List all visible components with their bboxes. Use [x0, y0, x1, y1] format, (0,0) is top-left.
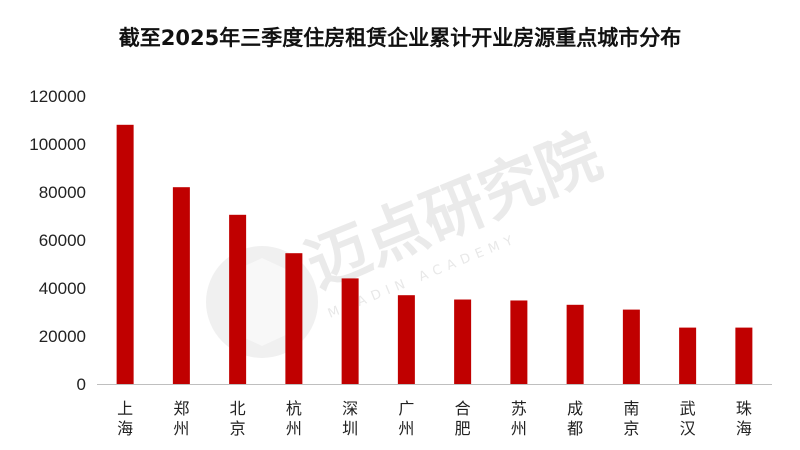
bar	[735, 327, 753, 384]
y-axis-ticks: 0 20000 40000 60000 80000 100000 120000	[29, 87, 86, 394]
y-tick-label: 120000	[29, 87, 86, 106]
bar	[341, 278, 359, 384]
x-tick-label: 南京	[623, 399, 639, 438]
chart-title: 截至2025年三季度住房租赁企业累计开业房源重点城市分布	[119, 26, 681, 50]
x-tick-label: 苏州	[511, 399, 527, 438]
x-tick-label: 武汉	[680, 399, 696, 438]
x-tick-label: 北京	[230, 399, 246, 438]
bar	[510, 300, 528, 384]
x-tick-label: 郑州	[173, 399, 189, 438]
x-tick-label: 杭州	[286, 399, 302, 438]
x-tick-label: 珠海	[736, 399, 752, 438]
x-tick-label: 成都	[567, 399, 583, 438]
y-tick-label: 40000	[39, 279, 86, 298]
bar	[172, 187, 190, 384]
bar	[454, 299, 472, 384]
bar	[566, 304, 584, 384]
bars	[116, 124, 753, 385]
x-tick-label: 深圳	[342, 399, 358, 438]
bar	[397, 295, 415, 384]
y-tick-label: 80000	[39, 183, 86, 202]
bar	[679, 327, 697, 384]
y-tick-label: 0	[77, 375, 86, 394]
bar	[285, 253, 303, 384]
x-tick-label: 广州	[398, 399, 414, 438]
y-tick-label: 100000	[29, 135, 86, 154]
bar	[116, 124, 134, 385]
y-tick-label: 20000	[39, 327, 86, 346]
watermark-text: 迈点研究院	[296, 118, 611, 302]
x-tick-label: 合肥	[455, 399, 471, 438]
y-tick-label: 60000	[39, 231, 86, 250]
bar	[229, 214, 247, 384]
bar	[622, 309, 640, 384]
x-axis-labels: 上海 郑州 北京 杭州 深圳 广州 合肥 苏州 成都 南京 武汉 珠海	[117, 399, 752, 438]
x-tick-label: 上海	[117, 399, 133, 438]
